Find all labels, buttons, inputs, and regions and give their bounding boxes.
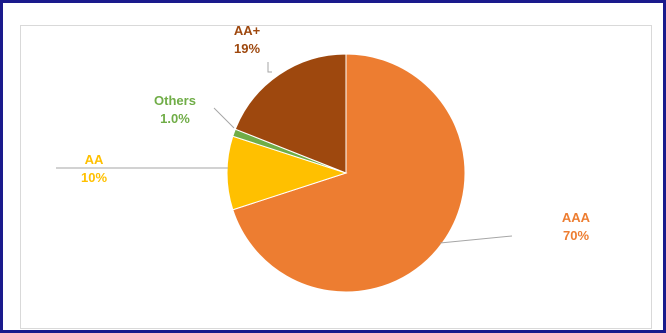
pie-slice-aa bbox=[234, 53, 347, 174]
data-label-value-others: 1.0% bbox=[160, 111, 190, 126]
data-labels: AAA 70% AA 10% Others 1.0% AA+ 19% bbox=[81, 23, 591, 243]
pie-slice-aa bbox=[226, 135, 348, 211]
leader-line-aaa bbox=[439, 235, 513, 244]
data-label-value-aaa: 70% bbox=[563, 228, 589, 243]
data-label-value-aa-plus: 19% bbox=[234, 41, 260, 56]
leader-line-aa-plus bbox=[267, 62, 272, 73]
pie-slices bbox=[226, 53, 466, 293]
data-label-category-aa-plus: AA+ bbox=[234, 23, 261, 38]
data-label-category-aaa: AAA bbox=[562, 210, 591, 225]
data-label-category-aa: AA bbox=[85, 152, 104, 167]
data-label-value-aa: 10% bbox=[81, 170, 107, 185]
leader-line-others bbox=[213, 107, 235, 129]
data-label-category-others: Others bbox=[154, 93, 196, 108]
leader-lines bbox=[56, 62, 513, 244]
